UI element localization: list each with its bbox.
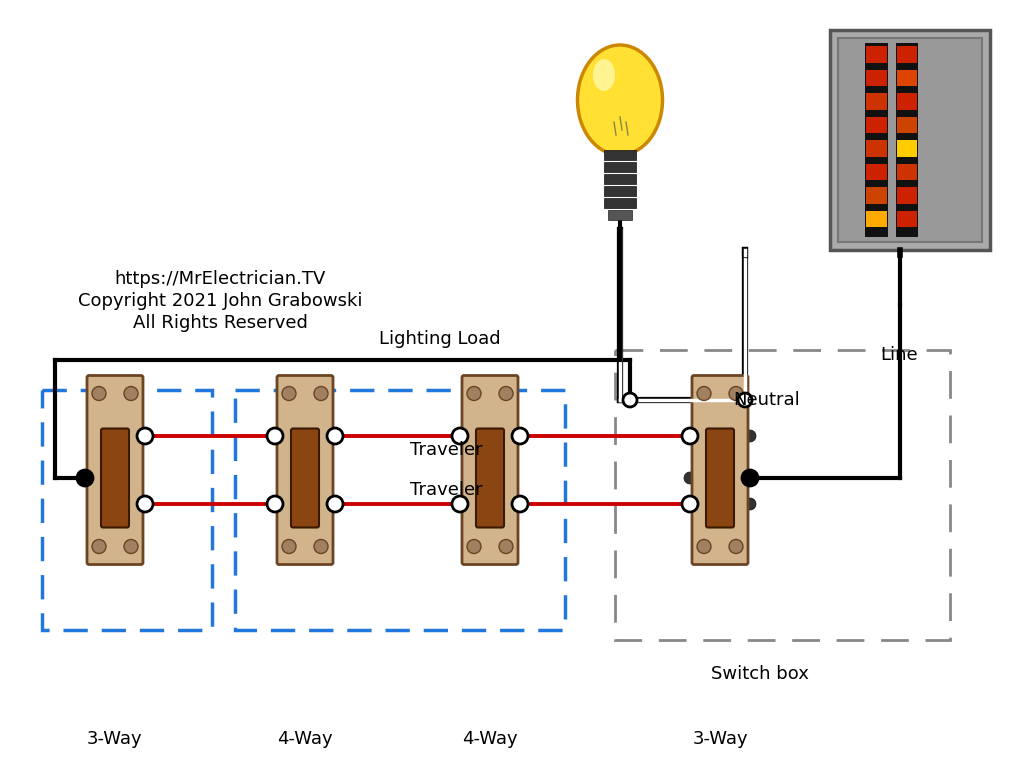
Bar bbox=[604, 174, 636, 184]
Text: Neutral: Neutral bbox=[733, 391, 800, 409]
Bar bbox=[604, 162, 636, 172]
Circle shape bbox=[314, 539, 328, 554]
Circle shape bbox=[738, 393, 752, 407]
Bar bbox=[897, 187, 918, 204]
Circle shape bbox=[124, 386, 138, 400]
FancyBboxPatch shape bbox=[476, 429, 504, 528]
Ellipse shape bbox=[593, 59, 615, 91]
Circle shape bbox=[729, 539, 743, 554]
FancyBboxPatch shape bbox=[830, 30, 990, 250]
FancyBboxPatch shape bbox=[278, 376, 333, 564]
Circle shape bbox=[499, 539, 513, 554]
Circle shape bbox=[682, 428, 698, 444]
Text: Traveler: Traveler bbox=[410, 441, 482, 459]
FancyBboxPatch shape bbox=[706, 429, 734, 528]
FancyBboxPatch shape bbox=[692, 376, 748, 564]
Text: Lighting Load: Lighting Load bbox=[379, 330, 501, 348]
Circle shape bbox=[623, 393, 637, 407]
Circle shape bbox=[682, 496, 698, 512]
Circle shape bbox=[329, 430, 341, 442]
Text: 3-Way: 3-Way bbox=[692, 730, 748, 748]
Circle shape bbox=[512, 428, 528, 444]
Bar bbox=[866, 187, 887, 204]
Text: 4-Way: 4-Way bbox=[278, 730, 333, 748]
Circle shape bbox=[329, 498, 341, 510]
Circle shape bbox=[77, 470, 93, 486]
FancyBboxPatch shape bbox=[462, 376, 518, 564]
Circle shape bbox=[467, 539, 481, 554]
Circle shape bbox=[327, 428, 343, 444]
Bar bbox=[897, 210, 918, 227]
Circle shape bbox=[499, 386, 513, 400]
Text: 3-Way: 3-Way bbox=[87, 730, 142, 748]
Circle shape bbox=[282, 539, 296, 554]
Circle shape bbox=[467, 386, 481, 400]
Bar bbox=[897, 117, 918, 134]
Text: Switch box: Switch box bbox=[711, 665, 809, 683]
Circle shape bbox=[92, 386, 106, 400]
Text: Copyright 2021 John Grabowski: Copyright 2021 John Grabowski bbox=[78, 292, 362, 310]
Circle shape bbox=[454, 498, 466, 510]
Bar bbox=[897, 164, 918, 180]
Circle shape bbox=[512, 496, 528, 512]
FancyBboxPatch shape bbox=[291, 429, 319, 528]
Bar bbox=[866, 117, 887, 134]
Bar bbox=[866, 93, 887, 110]
Circle shape bbox=[514, 430, 526, 442]
Circle shape bbox=[282, 386, 296, 400]
FancyBboxPatch shape bbox=[101, 429, 129, 528]
Text: Line: Line bbox=[880, 346, 918, 364]
Circle shape bbox=[137, 428, 153, 444]
Circle shape bbox=[137, 496, 153, 512]
Circle shape bbox=[684, 472, 696, 484]
Bar bbox=[866, 210, 887, 227]
Bar bbox=[866, 69, 887, 87]
Circle shape bbox=[124, 539, 138, 554]
Circle shape bbox=[744, 498, 756, 510]
Bar bbox=[604, 150, 636, 160]
Circle shape bbox=[269, 430, 281, 442]
Circle shape bbox=[697, 386, 711, 400]
Circle shape bbox=[267, 496, 283, 512]
Circle shape bbox=[269, 498, 281, 510]
Text: 4-Way: 4-Way bbox=[462, 730, 518, 748]
Circle shape bbox=[79, 472, 91, 484]
Circle shape bbox=[514, 498, 526, 510]
Text: All Rights Reserved: All Rights Reserved bbox=[132, 314, 307, 332]
Circle shape bbox=[454, 430, 466, 442]
Bar bbox=[897, 93, 918, 110]
FancyBboxPatch shape bbox=[838, 38, 982, 242]
Circle shape bbox=[327, 496, 343, 512]
Bar bbox=[866, 164, 887, 180]
Bar bbox=[608, 210, 632, 220]
Bar bbox=[604, 186, 636, 196]
FancyBboxPatch shape bbox=[87, 376, 143, 564]
Ellipse shape bbox=[578, 45, 663, 155]
Circle shape bbox=[697, 539, 711, 554]
Circle shape bbox=[744, 430, 756, 442]
Circle shape bbox=[92, 539, 106, 554]
Circle shape bbox=[452, 496, 468, 512]
Bar bbox=[866, 46, 887, 63]
Bar bbox=[897, 140, 918, 157]
Circle shape bbox=[452, 428, 468, 444]
Bar bbox=[865, 43, 888, 237]
Text: https://MrElectrician.TV: https://MrElectrician.TV bbox=[115, 270, 326, 288]
Circle shape bbox=[729, 386, 743, 400]
Circle shape bbox=[139, 498, 151, 510]
Bar bbox=[866, 140, 887, 157]
Text: Traveler: Traveler bbox=[410, 481, 482, 499]
Bar bbox=[897, 69, 918, 87]
Bar bbox=[604, 198, 636, 208]
Bar bbox=[897, 46, 918, 63]
Circle shape bbox=[139, 430, 151, 442]
Bar bbox=[896, 43, 918, 237]
Circle shape bbox=[314, 386, 328, 400]
Circle shape bbox=[267, 428, 283, 444]
Circle shape bbox=[742, 470, 758, 486]
